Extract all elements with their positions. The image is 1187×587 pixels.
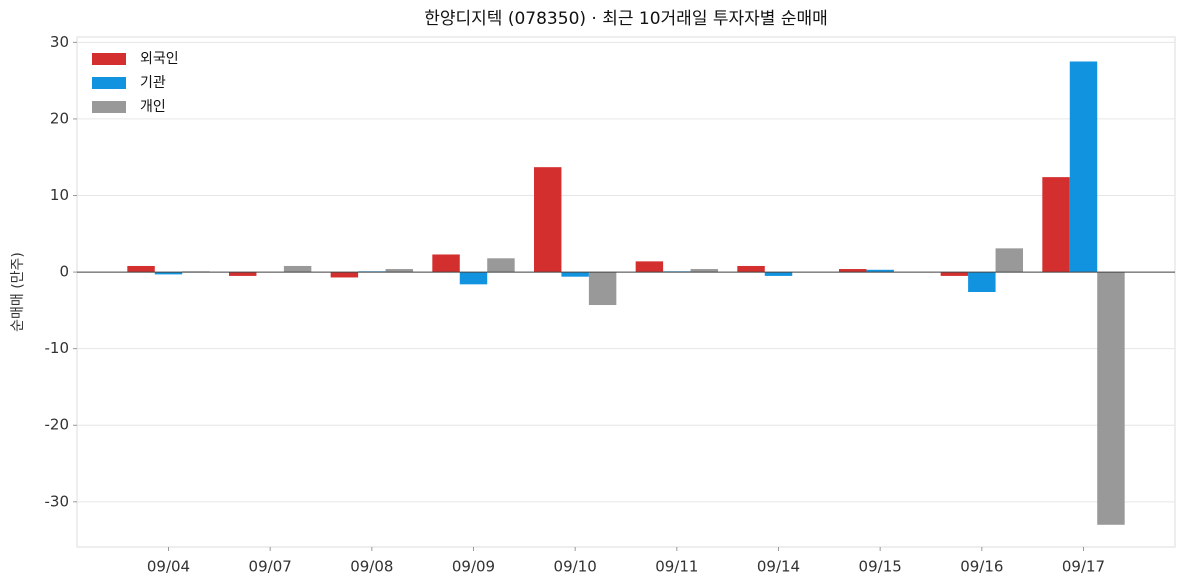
bar xyxy=(228,272,257,276)
bar xyxy=(968,272,996,292)
bar xyxy=(432,254,460,273)
bar xyxy=(561,272,589,277)
x-tick-label: 09/07 xyxy=(249,558,292,576)
bar xyxy=(330,272,359,278)
x-tick-label: 09/09 xyxy=(452,558,495,576)
legend-label: 기관 xyxy=(140,75,166,91)
y-tick-label: -10 xyxy=(45,339,70,357)
legend-swatch xyxy=(92,77,126,89)
x-tick-label: 09/15 xyxy=(859,558,902,576)
x-tick-label: 09/10 xyxy=(554,558,597,576)
legend-label: 외국인 xyxy=(140,51,179,67)
bar xyxy=(487,258,515,273)
legend-label: 개인 xyxy=(140,99,166,115)
y-tick-label: 20 xyxy=(50,109,69,127)
x-tick-label: 09/08 xyxy=(350,558,393,576)
chart-title: 한양디지텍 (078350) · 최근 10거래일 투자자별 순매매 xyxy=(424,9,828,29)
bar xyxy=(764,272,793,276)
y-tick-label: 10 xyxy=(50,186,69,204)
y-axis-label: 순매매 (만주) xyxy=(10,252,26,332)
bar xyxy=(635,261,664,273)
bar xyxy=(283,265,312,273)
bar xyxy=(1042,177,1070,273)
x-tick-label: 09/16 xyxy=(960,558,1003,576)
x-tick-label: 09/17 xyxy=(1062,558,1105,576)
bar xyxy=(1097,272,1125,525)
bar xyxy=(995,248,1024,273)
bar xyxy=(154,272,183,275)
bar xyxy=(1069,61,1098,273)
y-tick-label: -20 xyxy=(45,416,70,434)
bar xyxy=(127,265,155,273)
bar xyxy=(737,265,765,273)
bar xyxy=(866,269,894,273)
x-tick-label: 09/11 xyxy=(655,558,698,576)
y-tick-label: -30 xyxy=(45,492,70,510)
bar xyxy=(690,269,719,273)
bar xyxy=(533,167,562,273)
plot-frame xyxy=(76,36,1176,548)
legend-swatch xyxy=(92,101,126,113)
legend-swatch xyxy=(92,53,126,65)
bar xyxy=(588,272,617,306)
y-tick-label: 30 xyxy=(50,33,69,51)
bar xyxy=(385,269,414,273)
x-tick-label: 09/04 xyxy=(147,558,190,576)
bar xyxy=(459,272,488,285)
bar xyxy=(838,269,867,273)
bar xyxy=(940,272,969,276)
x-tick-label: 09/14 xyxy=(757,558,800,576)
y-tick-label: 0 xyxy=(59,263,69,281)
